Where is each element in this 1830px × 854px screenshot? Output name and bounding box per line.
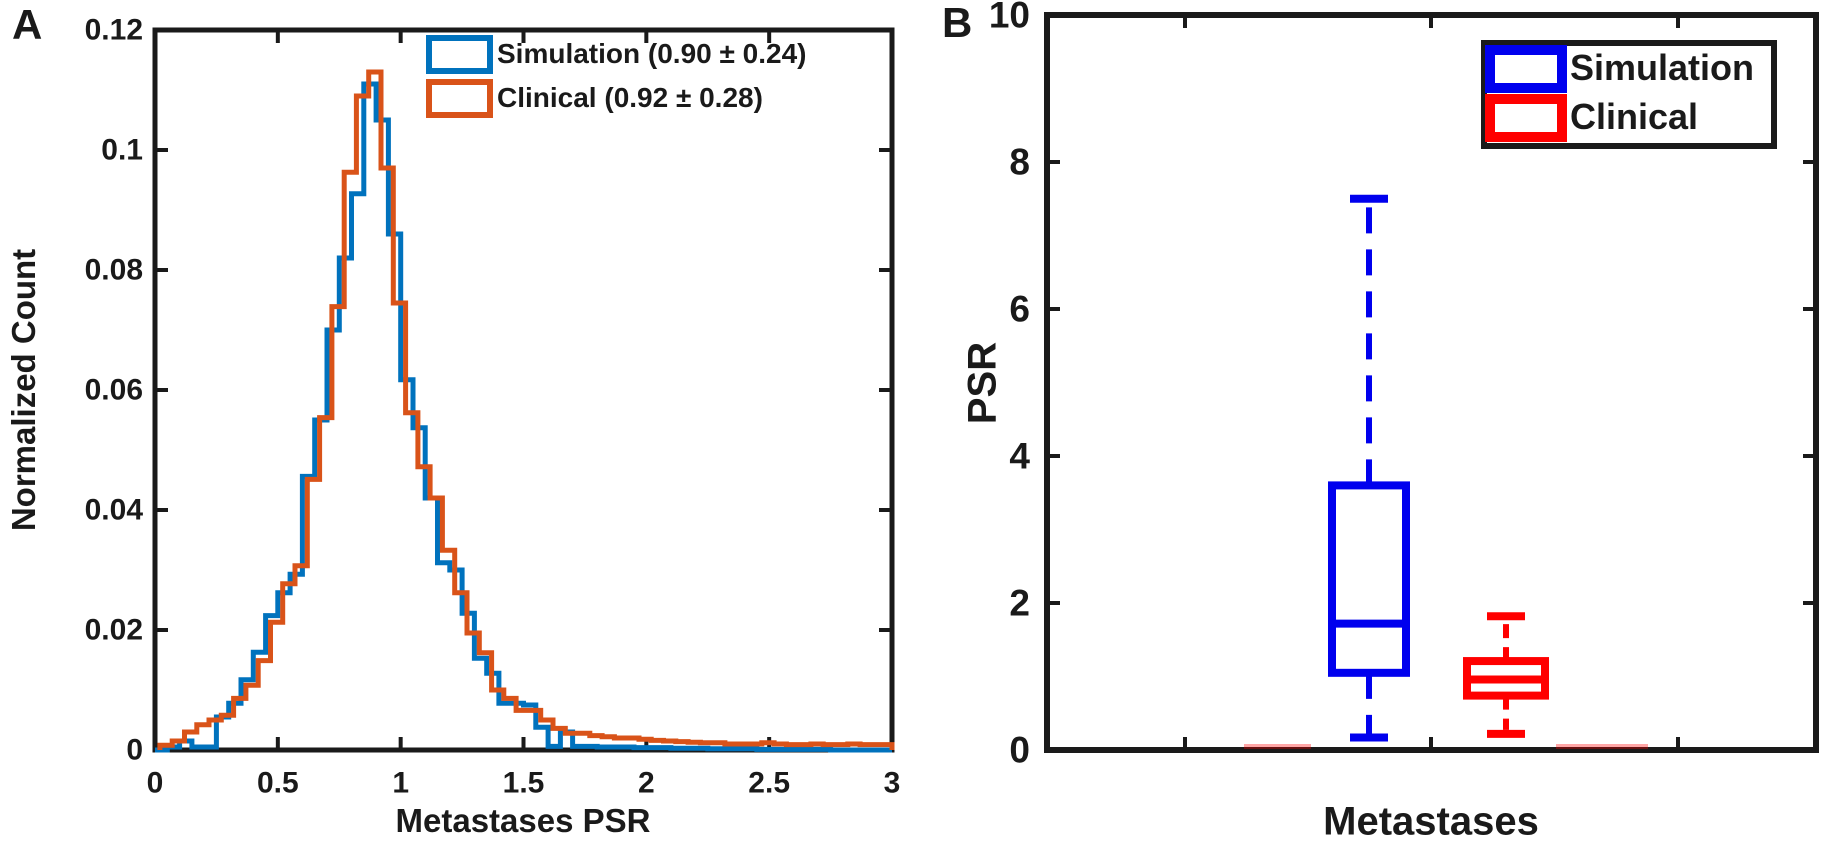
- panel-a-x-tick-label: 3: [884, 767, 901, 800]
- panel-b-legend-label-clinical: Clinical: [1570, 96, 1699, 137]
- panel-a-y-tick-label: 0.12: [85, 14, 143, 47]
- panel-a-x-tick-label: 1.5: [503, 767, 545, 800]
- panel-a-legend-label-simulation: Simulation (0.90 ± 0.24): [497, 38, 807, 69]
- panel-b-outlier-marks-right: [1556, 744, 1648, 749]
- panel-a-x-tick-label: 0: [147, 767, 164, 800]
- panel-a-x-tick-label: 2.5: [748, 767, 790, 800]
- histogram-series-simulation: [155, 81, 892, 753]
- panel-a-x-tick-label: 2: [638, 767, 655, 800]
- panel-a-legend-label-clinical: Clinical (0.92 ± 0.28): [497, 82, 763, 113]
- panel-b-legend-label-simulation: Simulation: [1570, 47, 1755, 88]
- panel-a-y-tick-label: 0: [126, 734, 143, 767]
- panel-a-x-axis-title: Metastases PSR: [395, 802, 651, 839]
- panel-a-y-axis-title: Normalized Count: [5, 248, 42, 532]
- panel-b-y-tick-label: 10: [989, 0, 1030, 36]
- panel-a-letter: A: [12, 1, 43, 48]
- panel-a-y-tick-label: 0.06: [85, 374, 143, 407]
- panel-b-outlier-marks-left: [1244, 744, 1311, 749]
- panel-b-x-axis-title: Metastases: [1323, 799, 1539, 844]
- panel-b-letter: B: [942, 0, 973, 46]
- panel-b-y-axis-title: PSR: [960, 341, 1005, 425]
- panel-b-y-tick-label: 0: [1009, 730, 1030, 771]
- panel-a-x-tick-label: 1: [392, 767, 409, 800]
- panel-b-y-tick-label: 2: [1009, 583, 1030, 624]
- boxplot-box-simulation: [1328, 481, 1410, 677]
- panel-b-y-tick-label: 8: [1009, 142, 1030, 183]
- panel-a-x-tick-label: 0.5: [257, 767, 299, 800]
- panel-a-y-tick-label: 0.02: [85, 614, 143, 647]
- panel-a-y-tick-label: 0.08: [85, 254, 143, 287]
- panel-a-legend-swatch-simulation: [426, 35, 493, 74]
- panel-a-legend-swatch-clinical: [426, 79, 493, 118]
- panel-b-legend-swatch-clinical: [1485, 94, 1567, 142]
- panel-a-y-tick-label: 0.04: [85, 494, 144, 527]
- panel-b-y-tick-label: 4: [1009, 436, 1030, 477]
- panel-b-y-tick-label: 6: [1009, 289, 1030, 330]
- panel-b-legend-swatch-simulation: [1485, 45, 1567, 93]
- histogram-series-clinical: [157, 69, 895, 750]
- panel-a-y-tick-label: 0.1: [101, 134, 143, 167]
